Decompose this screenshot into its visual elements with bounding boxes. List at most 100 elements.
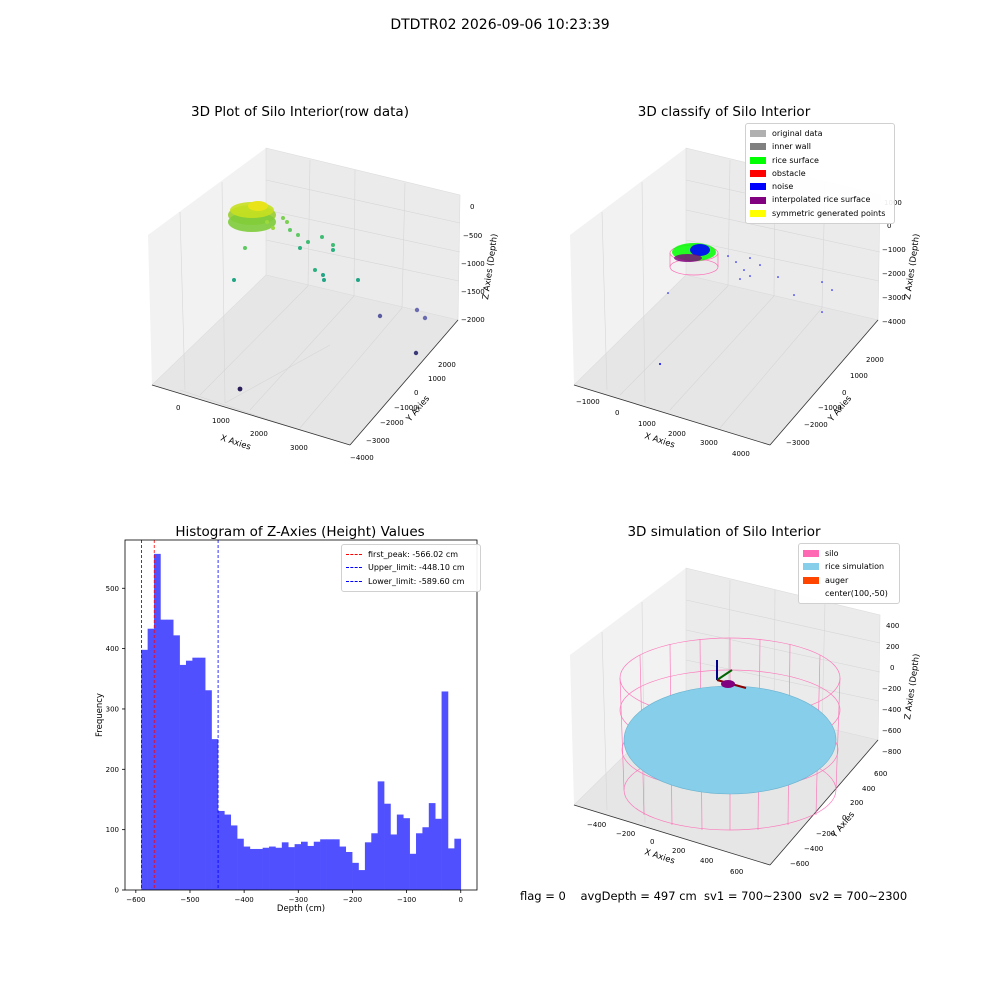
- histogram-bar: [154, 553, 161, 890]
- simulation-xtick: 200: [672, 847, 685, 855]
- auger-axes-icon: [716, 660, 747, 689]
- legend-swatch: [803, 590, 819, 597]
- legend-swatch: [750, 143, 766, 151]
- histogram-bar: [294, 844, 302, 890]
- simulation-3d-plot: −400 −200 0 200 400 600 X Axies 600 400 …: [570, 567, 920, 876]
- classify-zlabel: Z Axies (Depth): [903, 233, 920, 300]
- simulation-ytick: −200: [816, 830, 835, 838]
- histogram-bar: [441, 691, 449, 890]
- histogram-xlabel: Depth (cm): [277, 904, 325, 914]
- classify-ytick: −2000: [804, 421, 828, 429]
- histogram-bar: [217, 810, 225, 890]
- simulation-xtick: −400: [587, 821, 606, 829]
- rice-simulation-surface: [623, 685, 837, 795]
- legend-swatch: [750, 170, 766, 178]
- legend-item: interpolated rice surface: [750, 193, 890, 206]
- histogram-xticks: −600 −500 −400 −300 −200 −100 0: [126, 890, 463, 904]
- simulation-ztick: −200: [882, 685, 901, 693]
- classify-plot-title: 3D classify of Silo Interior: [637, 104, 811, 120]
- simulation-legend: silo rice simulation auger center(100,-5…: [798, 543, 900, 605]
- histogram-bar: [332, 839, 340, 890]
- legend-item: auger: [803, 574, 895, 587]
- histogram-xtick-label: −500: [180, 896, 199, 904]
- simulation-ytick: 0: [842, 814, 846, 822]
- histogram-bar: [237, 838, 244, 890]
- histogram-bar: [454, 838, 462, 890]
- histogram-bar: [371, 833, 378, 890]
- histogram-bar: [364, 842, 372, 890]
- simulation-ztick: 0: [890, 664, 894, 672]
- histogram-bar: [269, 846, 276, 890]
- raw-ytick: −4000: [350, 454, 374, 462]
- histogram-bar: [339, 846, 347, 890]
- histogram-bar: [141, 649, 148, 890]
- histogram-bars: [141, 553, 462, 890]
- classify-xtick: 4000: [732, 450, 750, 458]
- histogram-bar: [281, 842, 289, 890]
- raw-ytick: 2000: [438, 361, 456, 369]
- raw-ztick: −2000: [461, 316, 485, 324]
- histogram-bar: [358, 870, 366, 890]
- simulation-ytick: −600: [790, 860, 809, 868]
- histogram-bar: [185, 660, 193, 890]
- histogram-bar: [230, 825, 238, 890]
- legend-swatch: [750, 130, 766, 138]
- raw-ytick: 0: [414, 389, 418, 397]
- histogram-bar: [307, 845, 315, 890]
- legend-line-swatch: [346, 554, 362, 556]
- raw-point-cloud: [228, 201, 428, 392]
- histogram-bar: [179, 664, 187, 890]
- legend-label: auger: [825, 575, 849, 585]
- simulation-ytick: −400: [804, 845, 823, 853]
- histogram-bar: [313, 841, 321, 890]
- raw-xtick: 1000: [212, 417, 230, 425]
- histogram-chart: −600 −500 −400 −300 −200 −100 0 0 100 200 300 400 5…: [95, 539, 478, 914]
- legend-label: obstacle: [772, 168, 806, 178]
- legend-item: noise: [750, 180, 890, 193]
- classify-ytick: 2000: [866, 356, 884, 364]
- histogram-xtick-label: −600: [126, 896, 145, 904]
- simulation-plot-title: 3D simulation of Silo Interior: [627, 524, 821, 540]
- raw-xtick: 0: [176, 404, 180, 412]
- simulation-ztick: −400: [882, 706, 901, 714]
- raw-ztick: −500: [463, 232, 482, 240]
- raw-xtick: 3000: [290, 444, 308, 452]
- legend-item: first_peak: -566.02 cm: [346, 548, 476, 561]
- histogram-bar: [435, 818, 442, 890]
- classify-xtick: −1000: [576, 398, 600, 406]
- histogram-xtick-label: −200: [343, 896, 362, 904]
- histogram-bar: [422, 827, 430, 890]
- raw-ytick: 1000: [428, 375, 446, 383]
- legend-line-swatch: [346, 567, 362, 569]
- simulation-ztick: 400: [886, 622, 899, 630]
- classify-xtick: 3000: [700, 439, 718, 447]
- raw-ytick: −3000: [366, 437, 390, 445]
- raw-ztick: −1000: [461, 260, 485, 268]
- histogram-title: Histogram of Z-Axies (Height) Values: [175, 524, 425, 540]
- legend-label: rice surface: [772, 155, 819, 165]
- legend-item: center(100,-50): [803, 587, 895, 600]
- legend-swatch: [750, 209, 766, 217]
- classify-ytick: 0: [842, 389, 846, 397]
- histogram-bar: [256, 848, 263, 890]
- histogram-bar: [275, 847, 283, 890]
- histogram-bar: [320, 839, 327, 890]
- classify-xtick: 0: [615, 409, 619, 417]
- legend-label: interpolated rice surface: [772, 195, 871, 205]
- histogram-ytick-label: 200: [106, 766, 119, 774]
- histogram-bar: [192, 657, 200, 890]
- legend-item: Upper_limit: -448.10 cm: [346, 561, 476, 574]
- histogram-xtick-label: −300: [289, 896, 308, 904]
- legend-item: inner wall: [750, 140, 890, 153]
- histogram-bar: [166, 619, 174, 890]
- histogram-bar: [416, 833, 423, 890]
- histogram-bar: [160, 619, 168, 890]
- raw-3d-plot: 0 1000 2000 3000 X Axies 2000 1000 0 −10…: [148, 147, 500, 462]
- legend-line-swatch: [346, 580, 362, 582]
- histogram-bar: [352, 862, 359, 890]
- histogram-bar: [243, 846, 251, 890]
- legend-label: symmetric generated points: [772, 208, 886, 218]
- simulation-zlabel: Z Axies (Depth): [903, 653, 920, 720]
- histogram-ytick-label: 400: [106, 645, 119, 653]
- classify-xtick: 2000: [668, 430, 686, 438]
